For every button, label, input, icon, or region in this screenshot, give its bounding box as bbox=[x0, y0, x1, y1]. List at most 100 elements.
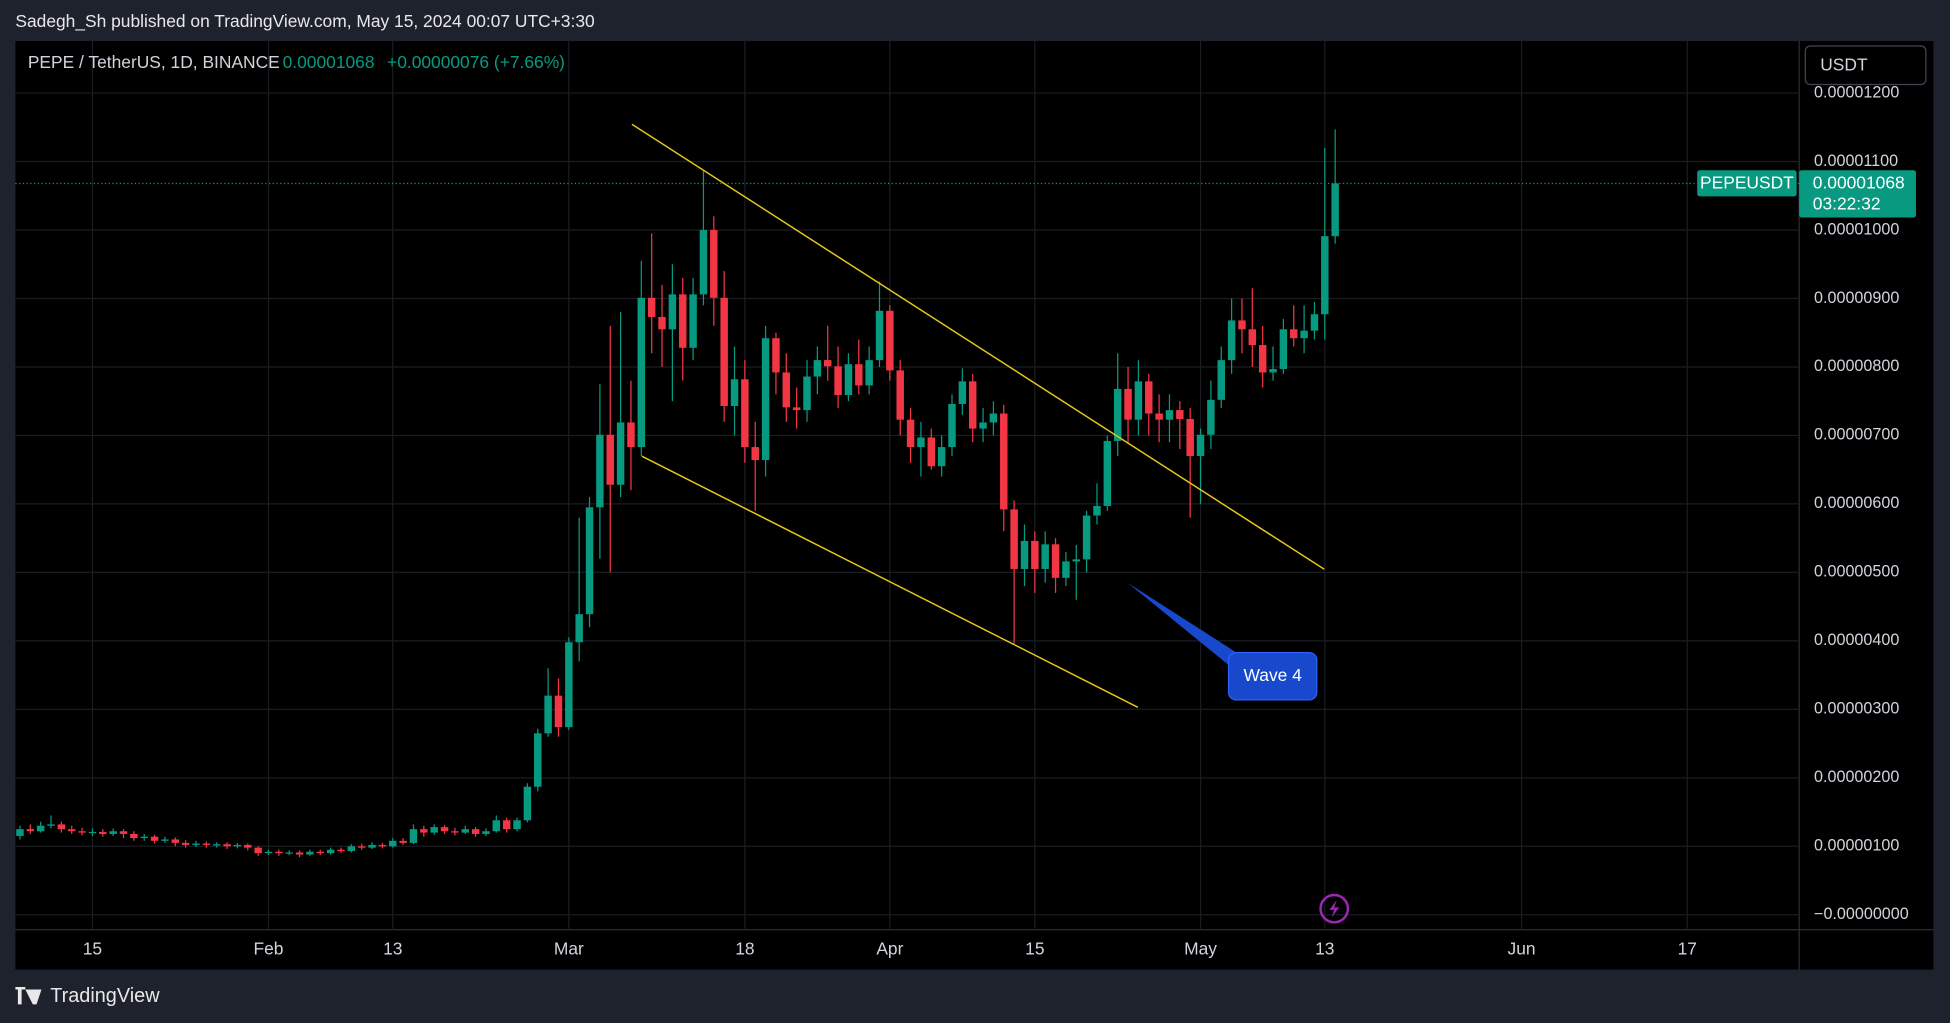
x-tick-label: May bbox=[1184, 938, 1217, 958]
candles bbox=[15, 129, 1800, 858]
candle-body bbox=[585, 507, 594, 615]
candle-body bbox=[958, 381, 967, 404]
candle-body bbox=[399, 840, 407, 843]
candle-body bbox=[699, 230, 708, 295]
candle-body bbox=[596, 434, 604, 508]
candle-body bbox=[181, 842, 190, 845]
candle-body bbox=[306, 851, 314, 855]
last-price-text: 0.00001068 bbox=[1813, 173, 1905, 193]
candle-body bbox=[150, 836, 159, 841]
candle-body bbox=[337, 849, 345, 852]
x-tick-label: 13 bbox=[1315, 938, 1334, 958]
candle-body bbox=[161, 839, 169, 841]
callout-box bbox=[1227, 651, 1318, 701]
candle-body bbox=[502, 820, 511, 830]
candle-body bbox=[523, 786, 532, 821]
candle-body bbox=[202, 843, 211, 845]
candle-body bbox=[513, 820, 521, 830]
candle-body bbox=[554, 695, 563, 728]
candle-body bbox=[1062, 561, 1070, 578]
candle-body bbox=[565, 642, 573, 728]
y-tick-label: 0.00000100 bbox=[1814, 837, 1899, 855]
candle-body bbox=[844, 364, 853, 396]
candle-body bbox=[823, 360, 832, 367]
candle-body bbox=[47, 824, 55, 826]
candle-body bbox=[606, 434, 614, 485]
candle-body bbox=[1207, 399, 1215, 435]
candle-body bbox=[534, 733, 542, 787]
x-tick-label: 18 bbox=[735, 938, 754, 958]
trend-line-lower bbox=[641, 455, 1139, 708]
candle-body bbox=[730, 379, 739, 406]
candle-body bbox=[1300, 330, 1308, 339]
candle-body bbox=[1134, 381, 1143, 420]
candle-body bbox=[886, 310, 894, 371]
y-tick-label: 0.00001000 bbox=[1814, 220, 1899, 238]
candle-body bbox=[57, 824, 66, 830]
candle-body bbox=[1310, 314, 1319, 331]
candle-body bbox=[948, 403, 956, 448]
candle-body bbox=[223, 844, 231, 847]
y-tick-label: 0.00000200 bbox=[1814, 768, 1899, 786]
candle-body bbox=[130, 833, 138, 839]
y-tick-label: 0.00000600 bbox=[1814, 494, 1899, 512]
candle-body bbox=[1041, 544, 1049, 569]
y-tick-label: 0.00001100 bbox=[1814, 152, 1898, 170]
candle-body bbox=[119, 831, 128, 834]
candle-body bbox=[710, 230, 718, 298]
candle-body bbox=[647, 297, 656, 317]
candle-body bbox=[658, 316, 666, 330]
countdown-text: 03:22:32 bbox=[1813, 194, 1881, 214]
candle-body bbox=[720, 297, 728, 406]
candle-body bbox=[275, 851, 283, 854]
candle-body bbox=[68, 829, 76, 832]
x-tick-label: Feb bbox=[254, 938, 284, 958]
candle-body bbox=[78, 831, 86, 833]
candle-body bbox=[979, 422, 987, 429]
symbol-tag-text: PEPEUSDT bbox=[1700, 173, 1794, 193]
candle-body bbox=[482, 831, 490, 834]
candle-body bbox=[88, 831, 97, 834]
event-icon[interactable] bbox=[1319, 893, 1350, 924]
candle-body bbox=[1196, 434, 1205, 456]
candle-body bbox=[1093, 505, 1101, 516]
candle-body bbox=[440, 827, 449, 832]
candle-body bbox=[1238, 320, 1246, 330]
candle-body bbox=[295, 852, 304, 855]
candle-body bbox=[212, 844, 221, 846]
candle-body bbox=[1103, 440, 1112, 506]
candle-body bbox=[627, 422, 635, 448]
trend-line-upper bbox=[631, 123, 1325, 570]
y-tick-label: 0.00000900 bbox=[1814, 289, 1899, 307]
candle-body bbox=[357, 846, 366, 848]
brand-name: TradingView bbox=[50, 985, 160, 1007]
x-tick-label: 15 bbox=[1025, 938, 1044, 958]
y-tick-label: 0.00000700 bbox=[1814, 426, 1899, 444]
candle-body bbox=[368, 844, 376, 848]
candle-body bbox=[1145, 381, 1153, 414]
candle-body bbox=[689, 294, 697, 348]
candle-body bbox=[1155, 413, 1163, 420]
candle-body bbox=[575, 614, 583, 643]
y-tick-label: 0.00000400 bbox=[1814, 631, 1899, 649]
candle-body bbox=[637, 297, 646, 448]
candle-body bbox=[917, 437, 925, 448]
candle-body bbox=[875, 310, 884, 361]
candle-body bbox=[896, 370, 904, 420]
candle-body bbox=[1176, 410, 1184, 420]
candle-body bbox=[244, 844, 252, 848]
candle-body bbox=[461, 829, 469, 833]
candle-body bbox=[1331, 183, 1339, 237]
candle-body bbox=[1000, 413, 1008, 510]
candle-body bbox=[1010, 509, 1018, 569]
x-tick-label: 13 bbox=[383, 938, 402, 958]
currency-button[interactable] bbox=[1804, 45, 1927, 86]
y-tick-label: 0.00000500 bbox=[1814, 563, 1899, 581]
candle-body bbox=[409, 829, 418, 843]
candle-body bbox=[1051, 544, 1060, 578]
candle-body bbox=[741, 379, 749, 448]
candle-body bbox=[668, 294, 677, 330]
candle-body bbox=[1217, 360, 1225, 400]
